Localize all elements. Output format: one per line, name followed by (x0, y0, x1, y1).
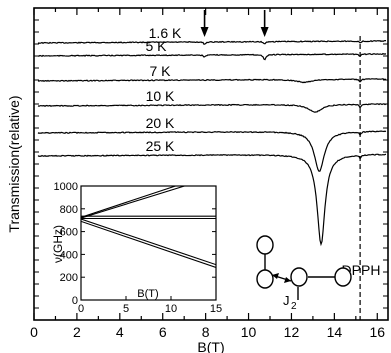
x-tick-label: 14 (327, 324, 343, 340)
spectrum-line (37, 52, 387, 61)
series-label: 10 K (146, 88, 175, 104)
x-axis-label: B(T) (197, 339, 224, 353)
inset-frame (80, 185, 217, 301)
coupling-arrow-head (272, 273, 279, 279)
spin-site (256, 235, 274, 255)
inset-x-tick-label: 10 (165, 303, 177, 315)
inset-x-tick-label: 15 (210, 303, 222, 315)
series-label: 25 K (146, 138, 175, 154)
spectrum-line (37, 103, 387, 113)
spin-site (290, 267, 308, 287)
inset-y-tick-label: 600 (60, 227, 78, 239)
x-tick-label: 4 (116, 324, 124, 340)
spectrum-line (37, 78, 387, 84)
series-label: 5 K (145, 38, 167, 54)
spectrum-line (37, 130, 387, 172)
inset-line (81, 220, 216, 269)
spin-site (256, 269, 274, 289)
x-tick-label: 0 (30, 324, 38, 340)
x-tick-label: 16 (369, 324, 385, 340)
x-tick-label: 2 (73, 324, 81, 340)
inset-x-tick-label: 5 (123, 303, 129, 315)
inset-y-tick-label: 800 (60, 204, 78, 216)
spectrum-line (37, 39, 387, 45)
inset-line (81, 186, 185, 219)
x-tick-label: 12 (284, 324, 300, 340)
inset-x-tick-label: 0 (78, 303, 84, 315)
series-label: 20 K (146, 115, 175, 131)
arrow-head (200, 27, 209, 37)
inset-y-tick-label: 0 (72, 295, 78, 307)
inset-x-axis-label: B(T) (137, 288, 158, 300)
coupling-arrow-head (284, 277, 291, 283)
inset-lines (81, 186, 216, 269)
coupling-label: J (283, 293, 290, 308)
main-spectra (37, 39, 387, 247)
main-axes: 0 2 4 6 8 10 12 14 16 B(T) Transmission(relative) (6, 7, 389, 353)
inset-line (81, 218, 216, 266)
x-tick-label: 8 (202, 324, 210, 340)
inset-y-tick-label: 200 (60, 272, 78, 284)
x-tick-label: 10 (241, 324, 257, 340)
y-axis-label: Transmission(relative) (6, 95, 22, 232)
x-tick-label: 6 (159, 324, 167, 340)
spin-site (334, 267, 352, 287)
arrow-head (260, 27, 269, 37)
inset-chart: 0 200 400 600 800 1000 0 5 10 15 B(T) ν(GHz) (51, 181, 222, 315)
inset-y-tick-label: 400 (60, 249, 78, 261)
inset-y-tick-label: 1000 (54, 181, 78, 193)
series-label: 7 K (149, 63, 171, 79)
spectrum-line (37, 153, 387, 247)
inset-y-axis-label: ν(GHz) (51, 225, 65, 263)
series-label: 1.6 K (149, 25, 182, 41)
inset-line (81, 186, 176, 218)
coupling-subscript: 2 (291, 301, 297, 312)
